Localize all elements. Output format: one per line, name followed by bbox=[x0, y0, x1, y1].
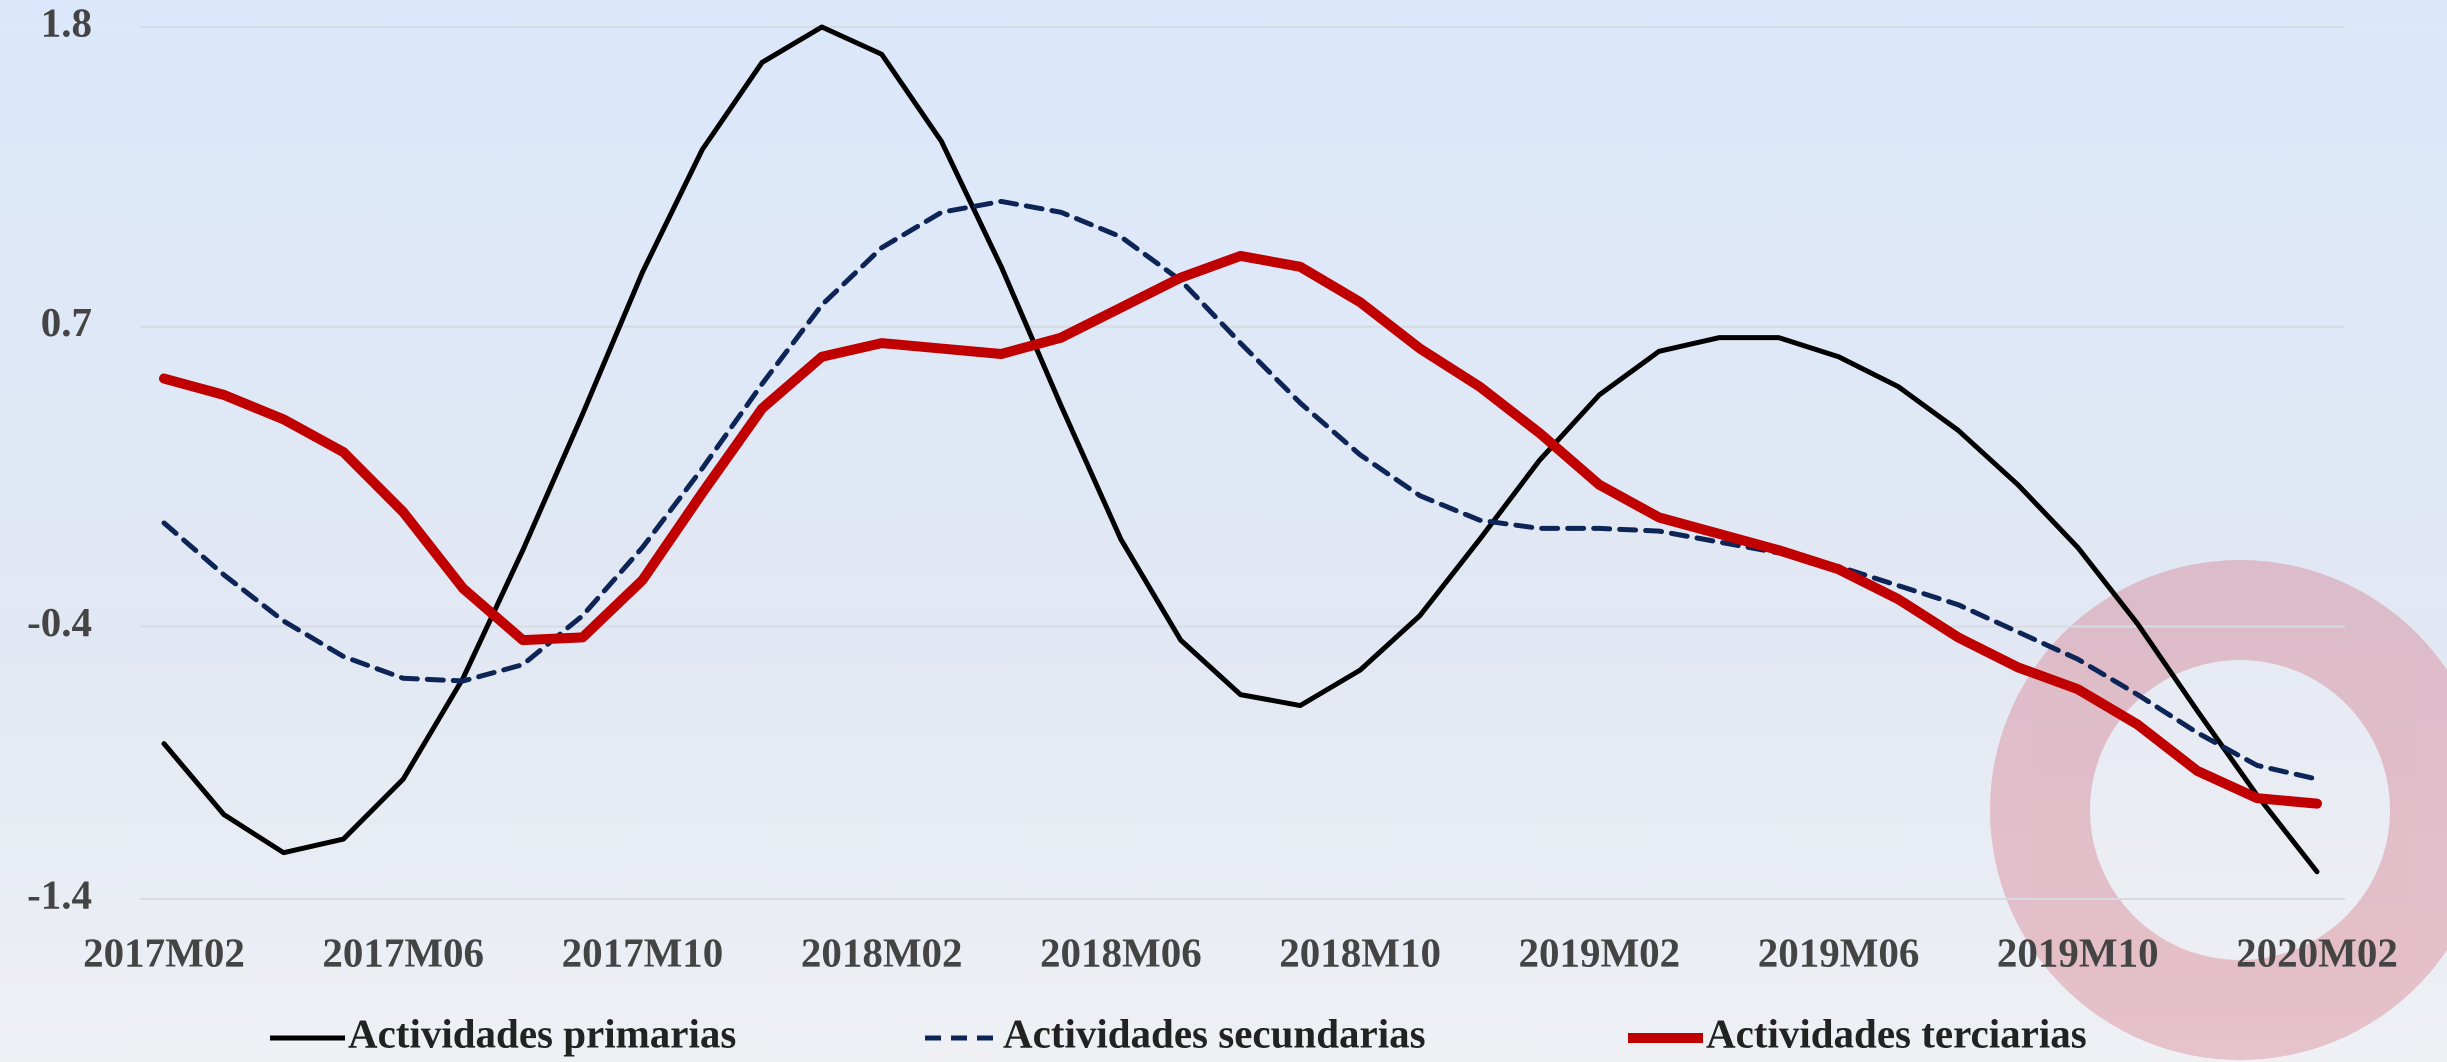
watermark bbox=[1990, 560, 2447, 1060]
x-tick-label: 2018M02 bbox=[801, 929, 963, 975]
watermark-gear bbox=[1990, 560, 2447, 1060]
x-tick-label: 2020M02 bbox=[2236, 929, 2398, 975]
legend-label: Actividades terciarias bbox=[1706, 1010, 2087, 1056]
x-tick-label: 2018M10 bbox=[1279, 929, 1441, 975]
y-tick-label: 0.7 bbox=[41, 299, 92, 345]
x-tick-label: 2019M06 bbox=[1758, 929, 1920, 975]
y-tick-label: -0.4 bbox=[27, 599, 92, 645]
y-tick-label: 1.8 bbox=[41, 0, 92, 45]
watermark-gear-hole bbox=[2090, 660, 2390, 960]
y-tick-label: -1.4 bbox=[27, 871, 92, 917]
series-line bbox=[161, 198, 2320, 782]
legend-label: Actividades primarias bbox=[348, 1010, 736, 1056]
series-line bbox=[161, 24, 2320, 875]
legend-label: Actividades secundarias bbox=[1003, 1010, 1426, 1056]
x-tick-label: 2019M10 bbox=[1997, 929, 2159, 975]
x-tick-label: 2017M06 bbox=[322, 929, 484, 975]
x-tick-label: 2019M02 bbox=[1518, 929, 1680, 975]
x-tick-label: 2018M06 bbox=[1040, 929, 1202, 975]
x-tick-label: 2017M10 bbox=[562, 929, 724, 975]
x-tick-label: 2017M02 bbox=[83, 929, 245, 975]
series-line bbox=[159, 250, 2322, 809]
